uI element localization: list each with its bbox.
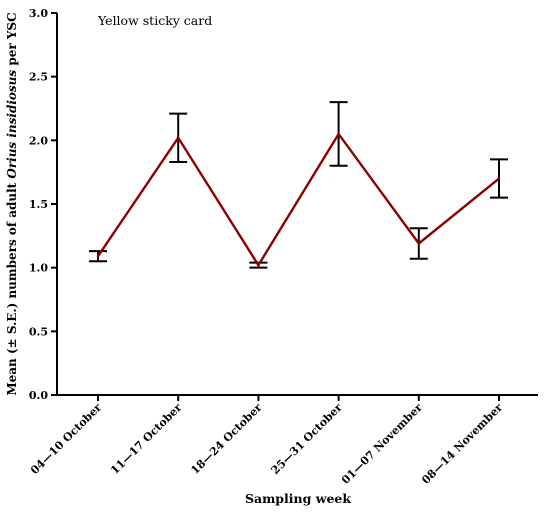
y-tick-label: 1.5 — [29, 198, 48, 211]
y-axis-label-part: per YSC — [5, 12, 19, 70]
y-axis-label-part: Mean (± S.E.) numbers of adult — [5, 179, 19, 396]
y-tick-label: 2.5 — [29, 71, 48, 84]
x-tick-label: 11—17 October — [108, 401, 184, 477]
data-point — [257, 263, 260, 267]
x-ticks: 04—10 October 11—17 October 18—24 October 2… — [28, 395, 505, 487]
data-point — [497, 177, 501, 180]
y-tick-label: 0.0 — [29, 389, 48, 402]
y-tick-label: 0.5 — [29, 325, 48, 338]
x-tick-label: 18—24 October — [188, 401, 264, 477]
y-axis-label-species: Orius insidiosus — [5, 70, 19, 179]
data-point — [177, 136, 180, 139]
y-tick-label: 3.0 — [29, 7, 48, 20]
y-tick-label: 2.0 — [29, 134, 48, 147]
data-point — [96, 255, 100, 258]
error-bars — [89, 101, 508, 269]
series-group — [96, 131, 501, 268]
chart-annotation: Yellow sticky card — [97, 13, 212, 28]
y-tick-label: 1.0 — [29, 262, 48, 275]
x-tick-label: 25—31 October — [269, 401, 345, 477]
data-point — [337, 132, 340, 136]
series-line — [97, 131, 500, 268]
x-axis-label: Sampling week — [245, 491, 351, 506]
x-tick-label: 01—07 November — [339, 401, 425, 487]
x-tick-label: 04—10 October — [28, 401, 104, 477]
y-axis-label: Mean (± S.E.) numbers of adult Orius ins… — [5, 12, 19, 395]
y-ticks: 0.0 0.5 1.0 1.5 2.0 2.5 3.0 — [29, 7, 57, 402]
x-tick-label: 08—14 November — [419, 401, 505, 487]
data-point — [417, 242, 420, 245]
